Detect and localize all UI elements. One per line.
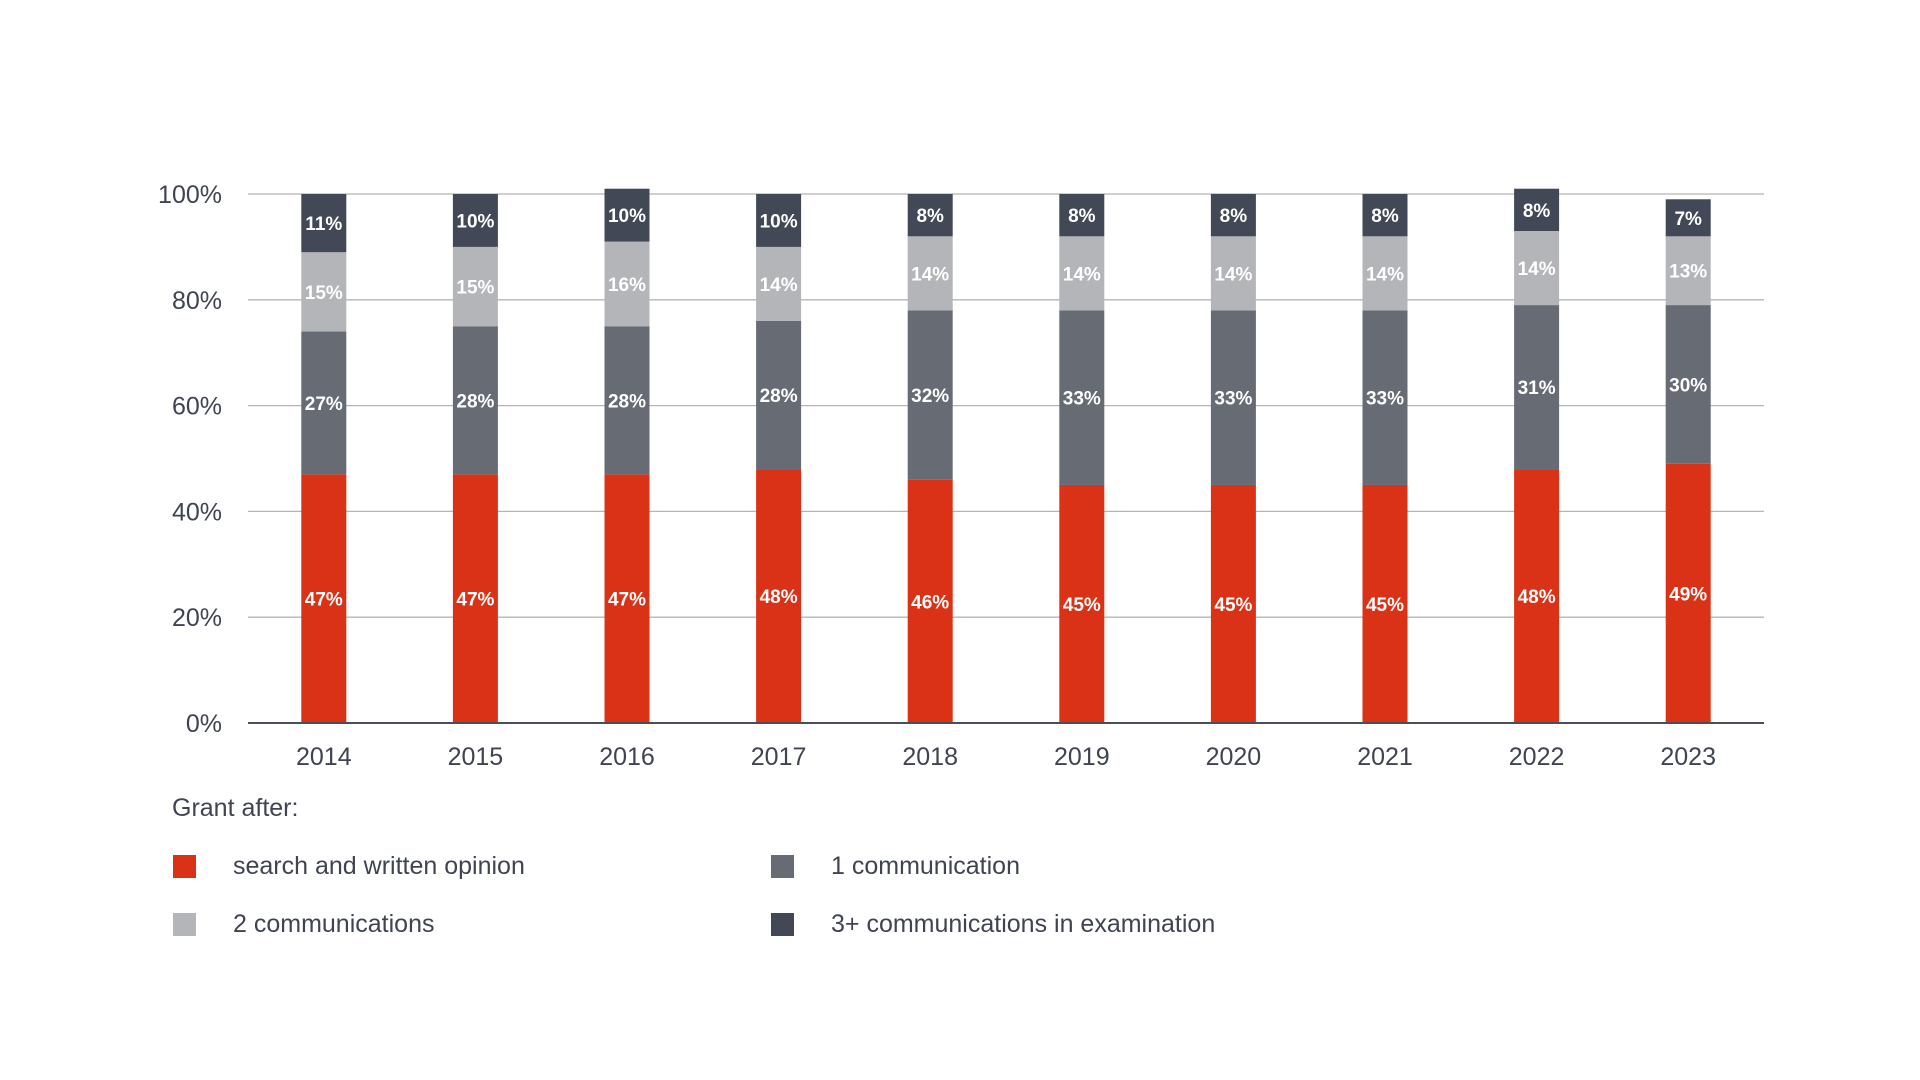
x-tick-label: 2019 bbox=[1054, 743, 1110, 771]
data-label: 13% bbox=[1669, 262, 1707, 283]
legend-label: 3+ communications in examination bbox=[831, 910, 1215, 939]
x-tick-label: 2015 bbox=[448, 743, 504, 771]
data-label: 10% bbox=[608, 206, 646, 227]
data-labels: 47% 27% 15% 11% 47% 28% 15% 10% 47% 28% 16% 10% 48% 2… bbox=[305, 201, 1708, 616]
x-tick-label: 2016 bbox=[599, 743, 655, 771]
x-tick-label: 2014 bbox=[296, 743, 352, 771]
data-label: 14% bbox=[1366, 264, 1404, 285]
data-label: 8% bbox=[1523, 201, 1551, 222]
data-label: 8% bbox=[916, 206, 944, 227]
legend-swatch-red bbox=[173, 855, 196, 878]
data-label: 47% bbox=[456, 590, 494, 611]
legend-label: 2 communications bbox=[233, 910, 434, 939]
y-tick-label: 20% bbox=[172, 604, 222, 632]
data-label: 8% bbox=[1220, 206, 1248, 227]
x-tick-label: 2021 bbox=[1357, 743, 1413, 771]
data-label: 45% bbox=[1214, 595, 1252, 616]
data-label: 46% bbox=[911, 592, 949, 613]
data-label: 7% bbox=[1674, 209, 1702, 230]
legend-swatch-mid-grey bbox=[771, 855, 794, 878]
data-label: 33% bbox=[1366, 389, 1404, 410]
data-label: 14% bbox=[1063, 264, 1101, 285]
data-label: 15% bbox=[456, 278, 494, 299]
x-tick-label: 2022 bbox=[1509, 743, 1565, 771]
x-tick-label: 2023 bbox=[1660, 743, 1716, 771]
legend-item-1-communication: 1 communication bbox=[771, 851, 1020, 881]
legend-label: search and written opinion bbox=[233, 852, 525, 881]
y-tick-label: 40% bbox=[172, 498, 222, 526]
data-label: 14% bbox=[911, 264, 949, 285]
data-label: 33% bbox=[1063, 389, 1101, 410]
bars bbox=[301, 189, 1710, 723]
data-label: 14% bbox=[1518, 259, 1556, 280]
data-label: 45% bbox=[1063, 595, 1101, 616]
y-tick-label: 60% bbox=[172, 393, 222, 421]
data-label: 10% bbox=[456, 211, 494, 232]
data-label: 28% bbox=[456, 391, 494, 412]
data-label: 14% bbox=[1214, 264, 1252, 285]
legend-item-search-and-written-opinion: search and written opinion bbox=[173, 851, 525, 881]
data-label: 48% bbox=[760, 587, 798, 608]
data-label: 47% bbox=[305, 590, 343, 611]
data-label: 47% bbox=[608, 590, 646, 611]
legend-swatch-dark-grey bbox=[771, 913, 794, 936]
legend-label: 1 communication bbox=[831, 852, 1020, 881]
data-label: 32% bbox=[911, 386, 949, 407]
data-label: 11% bbox=[305, 214, 342, 235]
data-label: 15% bbox=[305, 283, 343, 304]
legend-title: Grant after: bbox=[172, 794, 298, 823]
data-label: 14% bbox=[760, 275, 798, 296]
x-tick-label: 2020 bbox=[1206, 743, 1262, 771]
data-label: 28% bbox=[760, 386, 798, 407]
data-label: 45% bbox=[1366, 595, 1404, 616]
data-label: 16% bbox=[608, 275, 646, 296]
x-tick-label: 2018 bbox=[902, 743, 958, 771]
data-label: 31% bbox=[1518, 378, 1556, 399]
data-label: 28% bbox=[608, 391, 646, 412]
data-label: 30% bbox=[1669, 375, 1707, 396]
y-tick-label: 80% bbox=[172, 287, 222, 315]
data-label: 10% bbox=[760, 211, 798, 232]
y-axis-ticks: 0% 20% 40% 60% 80% 100% bbox=[158, 181, 222, 738]
data-label: 48% bbox=[1518, 587, 1556, 608]
x-axis-ticks: 2014 2015 2016 2017 2018 2019 2020 2021 2022 2023 bbox=[296, 743, 1716, 771]
stacked-bar-chart: 0% 20% 40% 60% 80% 100% 47% 27% 15% 11% 47% 28% 15%… bbox=[0, 0, 1920, 780]
legend-item-2-communications: 2 communications bbox=[173, 909, 434, 939]
data-label: 8% bbox=[1371, 206, 1399, 227]
y-tick-label: 0% bbox=[186, 710, 222, 738]
data-label: 8% bbox=[1068, 206, 1096, 227]
x-tick-label: 2017 bbox=[751, 743, 807, 771]
data-label: 33% bbox=[1214, 389, 1252, 410]
legend-item-3-plus-communications: 3+ communications in examination bbox=[771, 909, 1215, 939]
y-tick-label: 100% bbox=[158, 181, 222, 209]
data-label: 49% bbox=[1669, 584, 1707, 605]
data-label: 27% bbox=[305, 394, 343, 415]
legend-swatch-light-grey bbox=[173, 913, 196, 936]
